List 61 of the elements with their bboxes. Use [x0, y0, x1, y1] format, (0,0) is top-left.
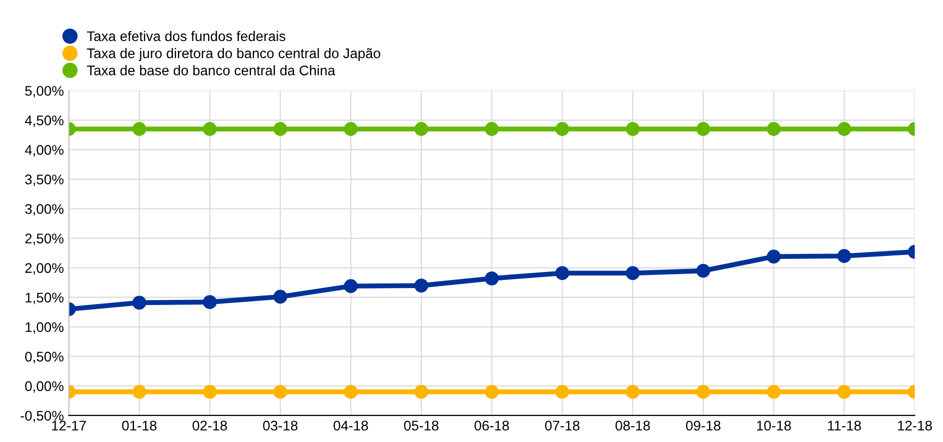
point — [837, 122, 852, 136]
x-tick-label: 07-18 — [545, 420, 580, 431]
point — [626, 384, 640, 399]
y-tick-label: 1,00% — [26, 322, 64, 334]
legend-label: Taxa efetiva dos fundos federais — [86, 30, 286, 42]
point — [132, 296, 146, 310]
point — [202, 295, 217, 310]
x-tick-label: 08-18 — [616, 420, 650, 431]
point — [273, 122, 288, 136]
y-tick-label: 1,50% — [26, 292, 64, 304]
point — [837, 384, 852, 399]
point — [696, 122, 710, 136]
point — [555, 384, 570, 399]
x-tick-label: 03-18 — [263, 420, 298, 431]
x-tick-label: 10-18 — [757, 420, 791, 431]
legend-label: Taxa de juro diretora do banco central do Japão — [86, 48, 380, 61]
x-tick-label: 02-18 — [192, 420, 227, 431]
point — [414, 384, 428, 399]
point — [555, 122, 570, 136]
y-tick-label: 5,00% — [25, 86, 64, 98]
y-tick-label: 0,50% — [25, 352, 64, 364]
point — [696, 264, 710, 278]
point — [273, 384, 288, 399]
point — [414, 122, 428, 136]
point — [766, 384, 781, 399]
point — [344, 279, 358, 294]
y-tick-label: 2,00% — [25, 263, 64, 275]
point — [414, 278, 428, 292]
point — [837, 249, 852, 263]
y-tick-label: 2,50% — [25, 234, 64, 246]
x-tick-label: 06-18 — [474, 420, 509, 431]
x-tick-label: 04-18 — [334, 420, 368, 431]
point — [202, 122, 217, 136]
x-tick-label: 12-17 — [52, 420, 86, 430]
x-tick-label: 09-18 — [686, 420, 720, 431]
y-tick-label: 3,50% — [25, 174, 64, 186]
legend-label: Taxa de base do banco central da China — [86, 65, 336, 76]
point — [626, 266, 640, 280]
point — [273, 290, 288, 304]
point — [766, 250, 781, 264]
point — [484, 122, 499, 136]
point — [202, 384, 217, 399]
x-tick-label: 01-18 — [122, 420, 156, 431]
point — [484, 384, 499, 399]
point — [344, 122, 358, 136]
y-tick-label: -0,50% — [20, 410, 64, 422]
x-tick-label: 11-18 — [828, 420, 861, 431]
point — [132, 384, 146, 399]
point — [696, 384, 710, 399]
y-tick-label: 0,00% — [25, 381, 64, 393]
x-tick-label: 05-18 — [404, 420, 438, 431]
y-tick-label: 3,00% — [25, 204, 64, 216]
point — [766, 122, 781, 136]
point — [555, 266, 570, 280]
point — [484, 272, 499, 286]
point — [626, 122, 640, 136]
point — [132, 122, 146, 136]
x-tick-label: 12-18 — [898, 420, 932, 431]
point — [344, 384, 358, 399]
y-tick-label: 4,50% — [24, 115, 64, 127]
y-tick-label: 4,00% — [24, 145, 64, 156]
